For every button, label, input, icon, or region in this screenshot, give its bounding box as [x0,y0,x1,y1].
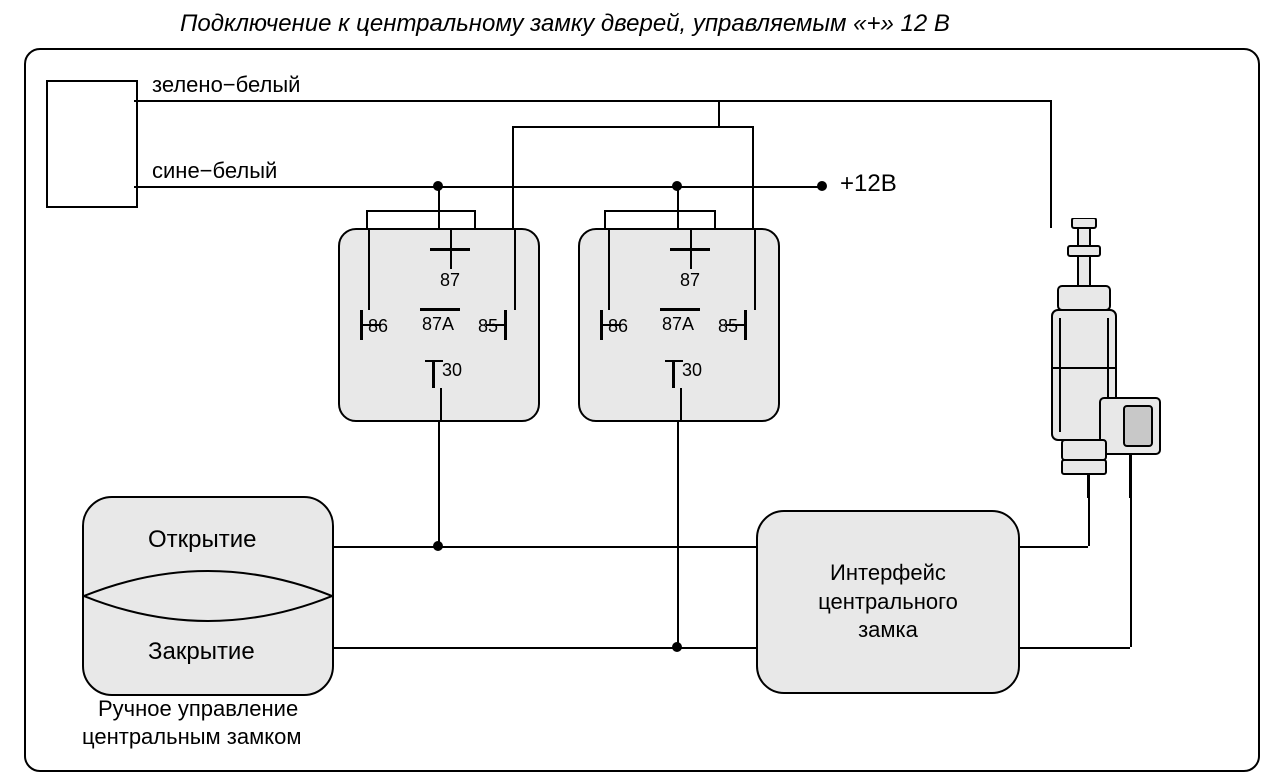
n-open-junction [433,541,443,551]
connector-box [46,80,138,208]
relay-right-pin-85: 85 [718,316,738,337]
relay-left-pin-86: 86 [368,316,388,337]
relay-left: 87 86 87А 85 30 [338,228,540,422]
w-rl-87-up [474,210,476,228]
w-rl-86-h [366,210,438,212]
w-gw-top [134,100,1050,102]
relay-right: 87 86 87А 85 30 [578,228,780,422]
w-rl-87-h [438,210,476,212]
w-gw-down [1050,100,1052,228]
relay-left-pin-30: 30 [442,360,462,381]
interface-line1: Интерфейс [818,559,958,588]
w-bw-top [134,186,822,188]
interface-box: Интерфейс центрального замка [756,510,1020,694]
relay-right-pin-87: 87 [680,270,700,291]
w-rr-30-down [677,418,679,647]
w-rr-86-h [604,210,677,212]
w-rr-85-up [752,126,754,228]
interface-line3: замка [818,616,958,645]
w-rr-87-up [714,210,716,228]
manual-control-box: Открытие Закрытие [82,496,334,696]
n-close-junction [672,642,682,652]
n-top-right-relay [672,181,682,191]
w-if-bot [1016,647,1130,649]
w-rl-86-up [366,210,368,228]
manual-caption-1: Ручное управление [98,696,298,722]
w-85-far-down [718,100,720,128]
n-plus12 [817,181,827,191]
relay-left-pin-85: 85 [478,316,498,337]
diagram-title: Подключение к центральному замку дверей,… [180,10,950,38]
w-rr-85-h [718,126,754,128]
w-rl-30-down [438,418,440,546]
relay-right-pin-30: 30 [682,360,702,381]
manual-close-label: Закрытие [148,638,255,666]
w-close-h [330,647,756,649]
w-rr-87-h [677,210,716,212]
actuator-icon [1028,218,1178,538]
w-open-h [330,546,756,548]
label-blue-white: сине−белый [152,158,277,184]
w-bw-down-l [438,186,440,228]
n-top-left-relay [433,181,443,191]
relay-right-pin-86: 86 [608,316,628,337]
relay-left-pin-87a: 87А [422,314,454,335]
w-bw-down-r [677,186,679,228]
relay-left-pin-87: 87 [440,270,460,291]
label-plus12: +12В [840,170,897,198]
interface-line2: центрального [818,588,958,617]
w-rl-85-up [512,126,514,228]
diagram-canvas: Подключение к центральному замку дверей,… [0,0,1281,778]
label-green-white: зелено−белый [152,72,300,98]
w-rl-85-h [512,126,720,128]
manual-open-label: Открытие [148,526,257,554]
manual-caption-2: центральным замком [82,724,301,750]
relay-right-pin-87a: 87А [662,314,694,335]
w-if-top [1016,546,1088,548]
w-rr-86-up [604,210,606,228]
